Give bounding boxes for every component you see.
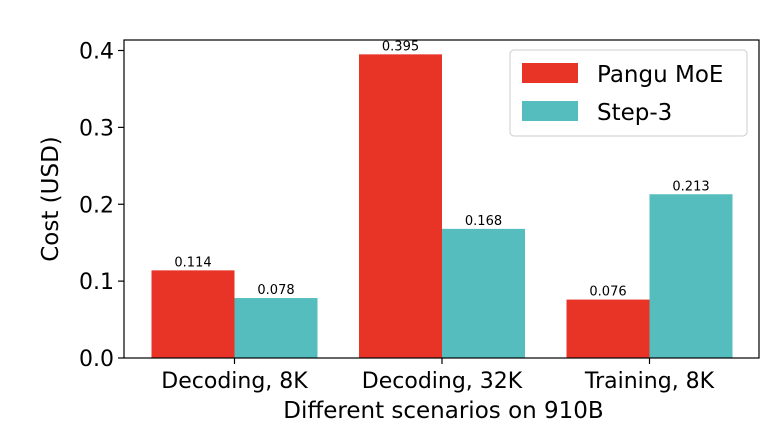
y-axis-ticks: 0.0 0.1 0.2 0.3 0.4 [79, 40, 124, 372]
y-tick-label: 0.2 [79, 193, 114, 218]
data-label-pangu-moe-decoding-8k: 0.114 [174, 255, 211, 270]
bar-pangu-moe-decoding-32k [359, 54, 442, 358]
data-label-step-3-decoding-32k: 0.168 [465, 214, 502, 229]
legend: Pangu MoE Step-3 [509, 49, 748, 137]
legend-label-pangu-moe: Pangu MoE [597, 62, 723, 88]
bar-step-3-training-8k [649, 194, 733, 358]
data-label-pangu-moe-decoding-32k: 0.395 [382, 39, 419, 54]
y-axis-label: Cost (USD) [38, 136, 64, 262]
data-label-pangu-moe-training-8k: 0.076 [589, 285, 626, 300]
y-tick-label: 0.3 [79, 116, 114, 141]
y-tick-label: 0.4 [79, 40, 114, 65]
legend-swatch-step-3 [522, 101, 578, 121]
y-tick-label: 0.0 [79, 347, 114, 372]
x-tick-label-training-8k: Training, 8K [584, 369, 715, 394]
bar-step-3-decoding-8k [234, 298, 318, 358]
x-axis-label: Different scenarios on 910B [283, 398, 603, 424]
x-axis-ticks: Decoding, 8K Decoding, 32K Training, 8K [161, 358, 715, 394]
bar-step-3-decoding-32k [442, 228, 525, 358]
data-label-step-3-decoding-8k: 0.078 [257, 283, 294, 298]
bar-pangu-moe-training-8k [566, 299, 650, 358]
bar-pangu-moe-decoding-8k [151, 270, 235, 358]
data-label-step-3-training-8k: 0.213 [672, 179, 709, 194]
x-tick-label-decoding-32k: Decoding, 32K [362, 369, 523, 394]
plot-frame [123, 39, 760, 359]
bars-layer [151, 54, 733, 358]
data-labels-layer: 0.114 0.078 0.395 0.168 0.076 0.213 [174, 39, 709, 299]
legend-label-step-3: Step-3 [597, 100, 672, 126]
y-tick-label: 0.1 [79, 270, 114, 295]
x-tick-label-decoding-8k: Decoding, 8K [161, 369, 308, 394]
legend-swatch-pangu-moe [522, 63, 578, 83]
